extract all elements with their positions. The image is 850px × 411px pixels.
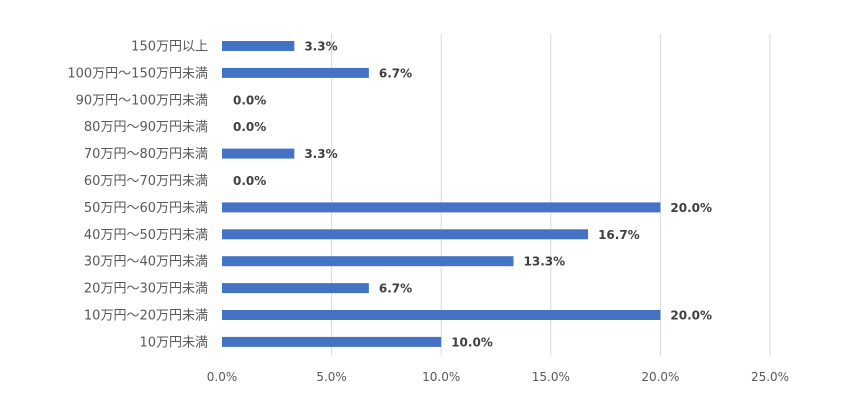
x-tick-label: 15.0% <box>532 370 570 384</box>
category-label: 30万円～40万円未満 <box>84 255 208 270</box>
data-label: 10.0% <box>451 335 493 349</box>
bar <box>222 41 295 51</box>
x-tick-label: 20.0% <box>641 370 679 384</box>
category-label: 10万円～20万円未満 <box>84 309 208 324</box>
data-labels: 3.3% 6.7% 0.0% 0.0% 3.3% 0.0% 20.0% 16.7% 13.3% 6… <box>233 40 712 350</box>
x-tick-label: 10.0% <box>422 370 460 384</box>
bar <box>222 256 514 267</box>
bar <box>222 283 369 294</box>
data-label: 20.0% <box>670 309 712 323</box>
data-label: 16.7% <box>598 228 640 242</box>
data-label: 0.0% <box>233 174 266 188</box>
bar <box>222 67 369 78</box>
data-label: 6.7% <box>379 66 412 80</box>
data-label: 20.0% <box>670 201 712 215</box>
category-label: 40万円～50万円未満 <box>84 228 208 243</box>
bar <box>222 336 442 347</box>
data-label: 3.3% <box>304 40 337 54</box>
bar <box>222 229 589 240</box>
category-label: 70万円～80万円未満 <box>84 147 208 162</box>
x-axis-tick-labels: 0.0% 5.0% 10.0% 15.0% 20.0% 25.0% <box>207 370 789 384</box>
data-label: 13.3% <box>524 255 566 269</box>
data-label: 0.0% <box>233 120 266 134</box>
data-label: 3.3% <box>304 147 337 161</box>
bar <box>222 310 661 320</box>
bar <box>222 202 661 213</box>
category-label: 20万円～30万円未満 <box>84 282 208 297</box>
gridlines <box>331 34 771 356</box>
x-tick-label: 0.0% <box>207 370 238 384</box>
category-label: 150万円以上 <box>131 40 208 55</box>
category-label: 50万円～60万円未満 <box>84 201 208 216</box>
data-label: 6.7% <box>379 282 412 296</box>
x-tick-label: 5.0% <box>316 370 347 384</box>
category-label: 80万円～90万円未満 <box>84 120 208 135</box>
category-label: 100万円～150万円未満 <box>67 66 208 81</box>
x-tick-label: 25.0% <box>751 370 789 384</box>
data-label: 0.0% <box>233 93 266 107</box>
bar <box>222 148 295 159</box>
category-label: 60万円～70万円未満 <box>84 174 208 189</box>
category-label: 90万円～100万円未満 <box>76 93 208 108</box>
category-label: 10万円未満 <box>139 335 208 350</box>
bars <box>222 41 661 347</box>
category-labels: 150万円以上 100万円～150万円未満 90万円～100万円未満 80万円～90万… <box>67 40 208 351</box>
